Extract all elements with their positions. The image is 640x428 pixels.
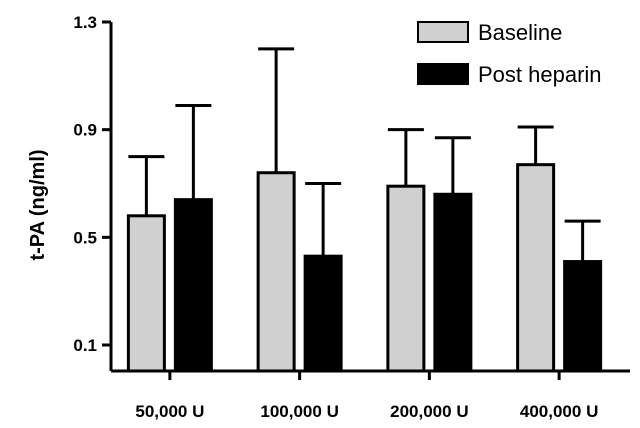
y-axis-label: t-PA (ng/ml) — [27, 149, 49, 260]
x-tick-label: 50,000 U — [135, 402, 204, 421]
bar-baseline — [516, 163, 556, 373]
bar-post-heparin — [303, 254, 343, 373]
y-tick-label: 1.3 — [73, 13, 97, 32]
plot-area: 0.1 0.5 0.9 1.3 50,000 U 100,000 U 200,000 U 40… — [73, 13, 630, 421]
bar-post-heparin — [433, 192, 473, 373]
x-tick-label: 400,000 U — [520, 402, 598, 421]
y-tick-label: 0.5 — [73, 228, 97, 247]
bar-post-heparin — [173, 198, 213, 373]
legend-label-post-heparin: Post heparin — [478, 62, 602, 87]
bar-baseline — [256, 171, 296, 373]
bar-baseline — [126, 214, 166, 373]
x-tick-label: 100,000 U — [260, 402, 338, 421]
legend-swatch-baseline — [417, 21, 469, 43]
y-tick-label: 0.9 — [73, 121, 97, 140]
legend: Baseline Post heparin — [417, 20, 602, 87]
bar-post-heparin — [563, 260, 603, 373]
y-tick-label: 0.1 — [73, 336, 97, 355]
x-tick-label: 200,000 U — [390, 402, 468, 421]
legend-swatch-post-heparin — [417, 63, 469, 85]
legend-label-baseline: Baseline — [478, 20, 562, 45]
bar-baseline — [386, 184, 426, 373]
